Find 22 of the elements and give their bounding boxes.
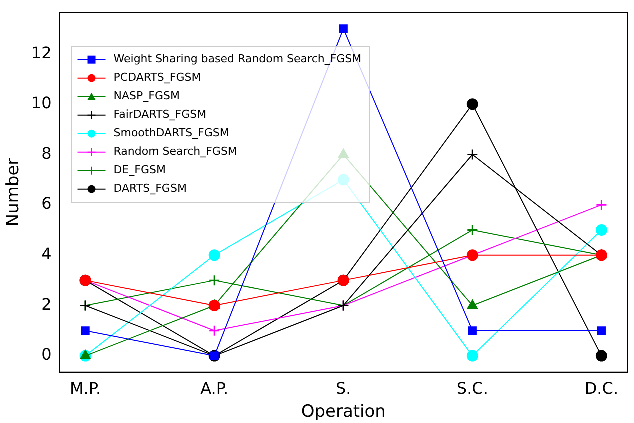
legend-label: NASP_FGSM: [114, 90, 180, 103]
x-tick-label: S.: [336, 379, 352, 398]
x-tick-label: D.C.: [584, 379, 619, 398]
legend-label: PCDARTS_FGSM: [114, 71, 202, 84]
x-tick-label: S.C.: [456, 379, 488, 398]
legend-label: DARTS_FGSM: [114, 182, 187, 196]
y-tick-label: 8: [42, 144, 52, 163]
legend-label: Weight Sharing based Random Search_FGSM: [114, 52, 362, 66]
x-tick-label: M.P.: [70, 379, 102, 398]
legend-label: Random Search_FGSM: [114, 145, 238, 158]
y-tick-label: 12: [31, 43, 52, 62]
legend-label: DE_FGSM: [114, 164, 166, 177]
y-tick-label: 0: [42, 345, 52, 364]
y-tick-label: 6: [42, 194, 52, 214]
x-axis-title: Operation: [301, 402, 386, 422]
y-tick-label: 2: [42, 294, 52, 314]
legend-label: SmoothDARTS_FGSM: [114, 126, 230, 140]
y-tick-label: 10: [31, 94, 52, 113]
y-tick-label: 4: [42, 244, 52, 264]
y-axis-title: Number: [4, 158, 24, 227]
legend-label: FairDARTS_FGSM: [114, 108, 207, 122]
x-tick-label: A.P.: [200, 379, 229, 398]
